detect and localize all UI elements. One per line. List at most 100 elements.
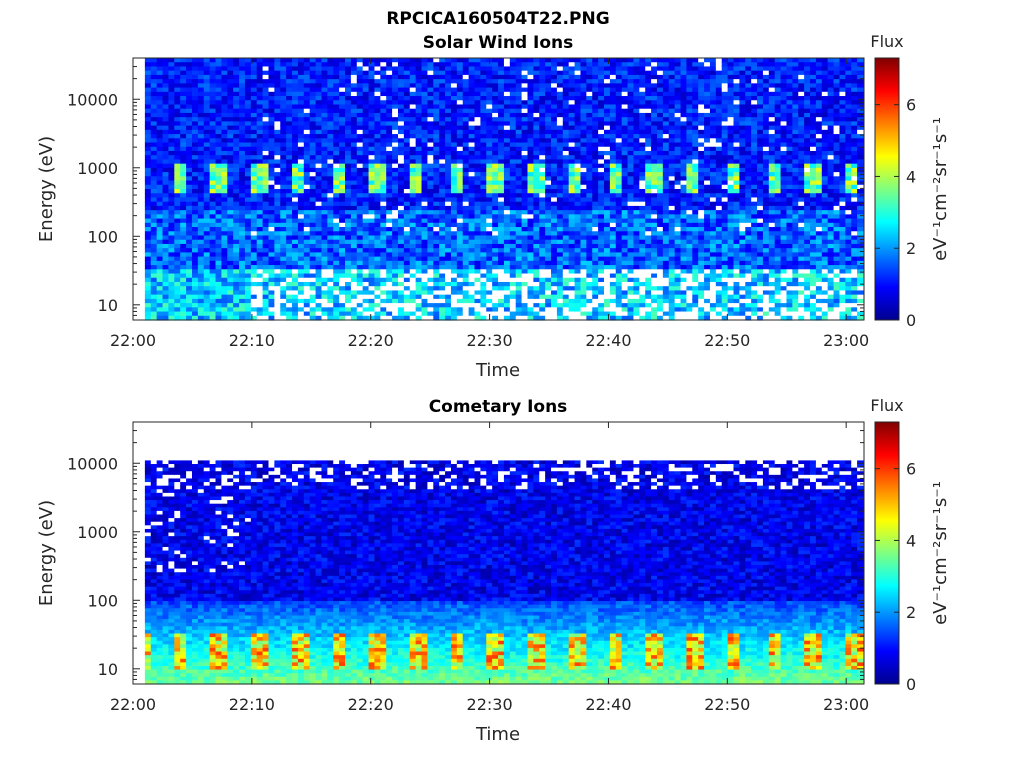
heatmap-cell <box>604 121 611 127</box>
heatmap-cell <box>409 252 417 258</box>
heatmap-cell <box>268 108 275 114</box>
heatmap-cell <box>333 303 340 308</box>
heatmap-cell <box>386 155 393 161</box>
heatmap-cell <box>191 227 199 232</box>
heatmap-cell <box>521 260 529 266</box>
heatmap-cell <box>568 303 576 308</box>
heatmap-cell <box>233 256 240 262</box>
heatmap-cell <box>292 176 299 182</box>
heatmap-cell <box>598 269 605 275</box>
heatmap-cell <box>168 96 175 101</box>
heatmap-cell <box>227 294 234 300</box>
heatmap-cell <box>244 281 252 287</box>
heatmap-cell <box>150 96 158 101</box>
heatmap-cell <box>262 104 270 110</box>
heatmap-cell <box>256 273 264 279</box>
heatmap-cell <box>362 222 370 228</box>
heatmap-cell <box>539 227 546 232</box>
heatmap-cell <box>333 260 340 266</box>
heatmap-cell <box>180 210 187 215</box>
heatmap-cell <box>592 256 599 262</box>
heatmap-cell <box>492 134 499 139</box>
heatmap-cell <box>392 150 399 156</box>
heatmap-cell <box>415 290 423 296</box>
heatmap-cell <box>415 79 423 84</box>
heatmap-cell <box>527 218 534 224</box>
heatmap-cell <box>274 218 281 224</box>
heatmap-cell <box>297 214 305 220</box>
heatmap-cell <box>468 129 476 135</box>
heatmap-cell <box>527 252 534 258</box>
heatmap-cell <box>327 150 334 156</box>
heatmap-cell <box>309 58 317 63</box>
heatmap-cell <box>309 62 317 68</box>
heatmap-cell <box>180 108 187 114</box>
heatmap-cell <box>227 100 234 106</box>
heatmap-cell <box>480 62 487 68</box>
heatmap-cell <box>456 281 464 287</box>
heatmap-cell <box>503 163 511 169</box>
heatmap-cell <box>392 227 399 232</box>
heatmap-cell <box>409 231 417 237</box>
heatmap-cell <box>227 298 234 304</box>
heatmap-cell <box>492 265 499 270</box>
heatmap-cell <box>233 260 240 266</box>
heatmap-cell <box>568 227 576 232</box>
heatmap-cell <box>439 214 446 220</box>
heatmap-cell <box>445 159 452 165</box>
heatmap-cell <box>197 222 205 228</box>
heatmap-cell <box>521 248 529 253</box>
heatmap-cell <box>174 286 181 292</box>
heatmap-cell <box>274 155 281 161</box>
heatmap-cell <box>239 167 246 173</box>
heatmap-cell <box>191 260 199 266</box>
heatmap-cell <box>374 227 381 232</box>
heatmap-cell <box>515 193 523 199</box>
heatmap-cell <box>415 108 423 114</box>
heatmap-cell <box>592 218 599 224</box>
heatmap-cell <box>456 79 464 84</box>
heatmap-cell <box>456 134 464 139</box>
heatmap-cell <box>462 163 470 169</box>
heatmap-cell <box>551 210 558 215</box>
heatmap-cell <box>274 269 281 275</box>
heatmap-cell <box>562 235 570 241</box>
heatmap-cell <box>368 159 376 165</box>
heatmap-cell <box>350 146 358 152</box>
heatmap-cell <box>262 269 270 275</box>
heatmap-cell <box>545 227 552 232</box>
heatmap-cell <box>274 265 281 270</box>
heatmap-cell <box>345 315 352 321</box>
heatmap-cell <box>486 96 493 101</box>
heatmap-cell <box>250 62 258 68</box>
heatmap-cell <box>533 159 540 165</box>
heatmap-cell <box>533 104 540 110</box>
heatmap-cell <box>480 311 487 317</box>
heatmap-cell <box>162 125 170 131</box>
heatmap-cell <box>280 176 287 182</box>
heatmap-cell <box>309 231 317 237</box>
heatmap-cell <box>551 231 558 237</box>
heatmap-cell <box>339 239 346 245</box>
heatmap-cell <box>509 184 517 190</box>
heatmap-cell <box>250 205 258 211</box>
heatmap-cell <box>386 163 393 169</box>
heatmap-cell <box>356 248 364 253</box>
heatmap-cell <box>203 197 211 203</box>
heatmap-cell <box>350 239 358 245</box>
heatmap-cell <box>233 74 240 80</box>
heatmap-cell <box>374 222 381 228</box>
heatmap-cell <box>150 163 158 169</box>
heatmap-cell <box>515 227 523 232</box>
heatmap-cell <box>462 83 470 89</box>
heatmap-cell <box>168 307 175 313</box>
heatmap-cell <box>156 134 164 139</box>
heatmap-cell <box>609 298 617 304</box>
heatmap-cell <box>327 176 334 182</box>
heatmap-cell <box>250 227 258 232</box>
heatmap-cell <box>456 83 464 89</box>
heatmap-cell <box>309 108 317 114</box>
heatmap-cell <box>239 87 246 93</box>
heatmap-cell <box>244 260 252 266</box>
heatmap-cell <box>562 307 570 313</box>
